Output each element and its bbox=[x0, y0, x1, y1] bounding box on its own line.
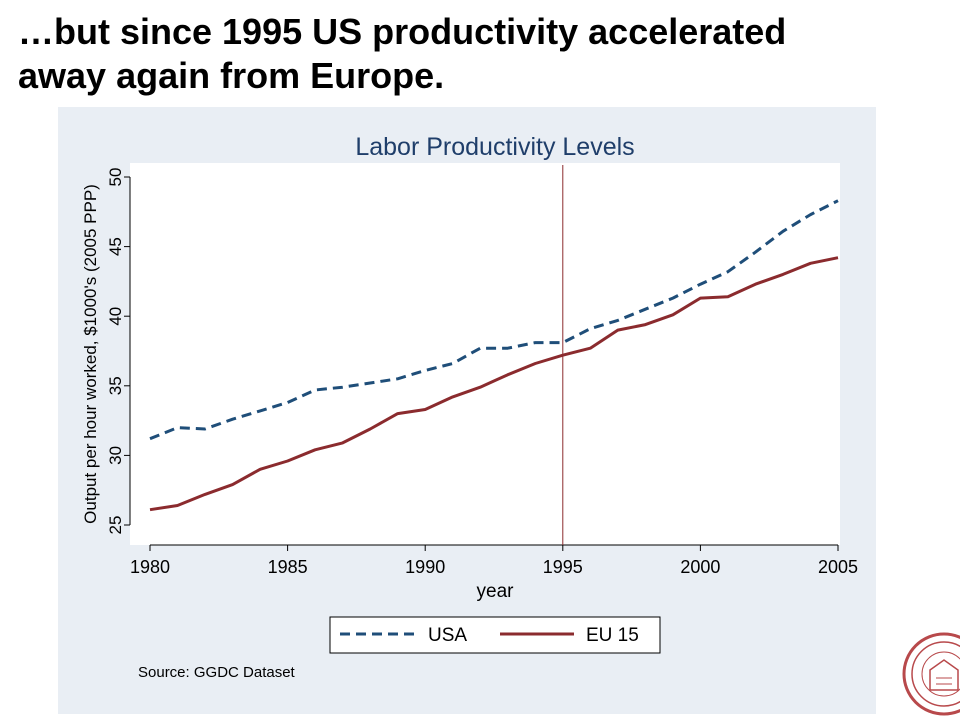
slide-title: …but since 1995 US productivity accelera… bbox=[18, 10, 918, 98]
x-tick-label: 1985 bbox=[268, 557, 308, 577]
series-line-usa bbox=[149, 199, 839, 441]
y-tick-label: 40 bbox=[106, 307, 125, 326]
y-tick-label: 50 bbox=[106, 168, 125, 187]
x-tick-label: 1980 bbox=[130, 557, 170, 577]
y-axis-label: Output per hour worked, $1000's (2005 PP… bbox=[81, 184, 100, 524]
slide-title-line-1: …but since 1995 US productivity accelera… bbox=[18, 11, 787, 52]
x-tick-label: 1995 bbox=[543, 557, 583, 577]
chart-title: Labor Productivity Levels bbox=[355, 133, 634, 161]
legend-box bbox=[329, 616, 661, 654]
legend: USA EU 15 bbox=[329, 616, 661, 654]
x-tick-label: 2000 bbox=[680, 557, 720, 577]
chart-panel: Labor Productivity Levels 25 30 35 40 45 50 19… bbox=[58, 107, 876, 714]
source-note: Source: GGDC Dataset bbox=[138, 664, 296, 681]
x-tick-label: 1990 bbox=[405, 557, 445, 577]
series-line-eu-15 bbox=[149, 256, 839, 512]
legend-label-eu15: EU 15 bbox=[586, 625, 639, 646]
line-chart: Labor Productivity Levels 25 30 35 40 45 50 19… bbox=[58, 107, 876, 714]
university-seal-icon bbox=[902, 632, 960, 716]
slide-title-line-2: away again from Europe. bbox=[18, 55, 445, 96]
legend-label-usa: USA bbox=[428, 625, 467, 646]
y-tick-label: 35 bbox=[106, 376, 125, 395]
x-axis-label: year bbox=[477, 581, 515, 602]
y-tick-label: 25 bbox=[106, 516, 125, 535]
plot-area bbox=[130, 163, 840, 545]
series-layer bbox=[149, 165, 839, 545]
y-tick-label: 30 bbox=[106, 446, 125, 465]
y-tick-label: 45 bbox=[106, 237, 125, 256]
x-tick-label: 2005 bbox=[818, 557, 858, 577]
axes: 25 30 35 40 45 50 1980 1985 1990 1995 2000 2005 bbox=[106, 168, 858, 577]
